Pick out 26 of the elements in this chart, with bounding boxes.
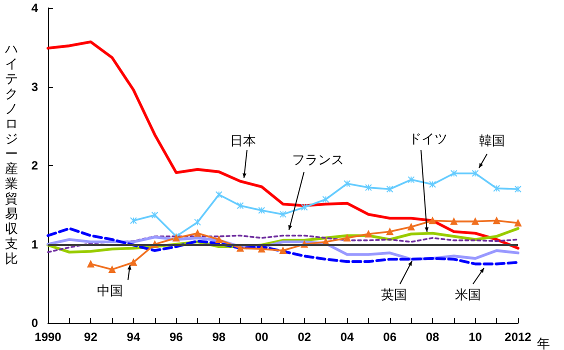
x-tick-label: 10: [468, 330, 482, 344]
y-tick-label: 1: [31, 237, 38, 252]
text: ハイテクノロジー産業貿易収支比: [5, 42, 18, 267]
x-tick-label: 1990: [34, 330, 62, 344]
series-label: 日本: [230, 133, 256, 150]
x-tick-label: 02: [298, 330, 312, 344]
x-axis-title: 年: [537, 336, 550, 350]
x-tick-label: 94: [126, 330, 140, 344]
text: ドイツ: [408, 131, 448, 148]
series-label: 米国: [455, 287, 481, 304]
y-tick-label: 2: [31, 158, 38, 172]
series-label: 韓国: [479, 133, 505, 150]
x-tick-label: 96: [170, 330, 184, 344]
y-tick-label: 0: [31, 316, 38, 330]
series-label: 中国: [97, 283, 123, 300]
x-tick-label: 00: [254, 330, 269, 344]
text: 英国: [381, 287, 407, 304]
x-tick-label: 04: [340, 330, 354, 344]
x-tick-label: 08: [426, 330, 440, 344]
y-tick-label: 4: [31, 1, 38, 15]
y-tick-label: 3: [31, 80, 38, 94]
x-tick-label: 92: [84, 330, 98, 344]
x-tick-label: 2012: [504, 330, 532, 344]
x-tick-label: 98: [212, 330, 226, 344]
x-tick-label: 06: [383, 330, 397, 344]
text: フランス: [292, 152, 344, 169]
